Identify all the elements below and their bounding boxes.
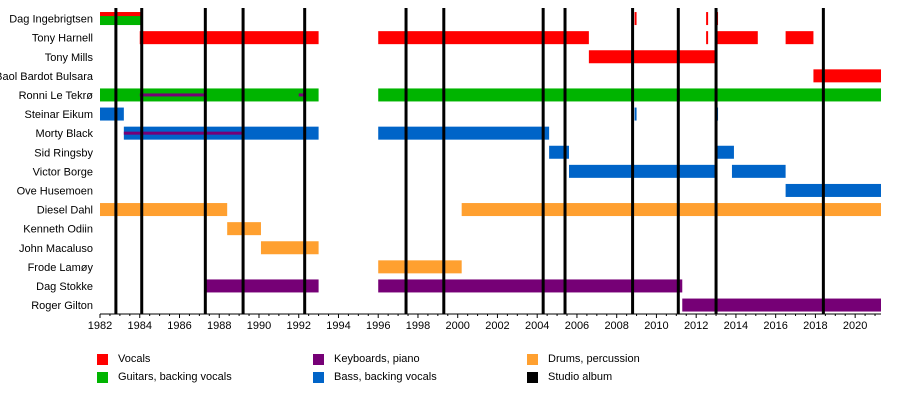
x-tick-label: 1988 <box>207 320 231 332</box>
member-label: Tony Mills <box>45 52 94 64</box>
member-bar-vocals <box>378 31 589 45</box>
x-tick-label: 1982 <box>88 320 112 332</box>
member-bar-vocals <box>716 31 758 45</box>
member-bar-drums <box>378 260 462 274</box>
member-label: Morty Black <box>36 128 94 140</box>
member-label: Ronni Le Tekrø <box>19 90 94 102</box>
member-bar-bass <box>100 107 124 121</box>
member-bar-bass <box>634 107 637 121</box>
x-tick-label: 2012 <box>684 320 708 332</box>
x-tick-label: 2020 <box>843 320 867 332</box>
member-bar-bass <box>785 183 881 197</box>
member-bar-drums <box>100 203 228 217</box>
member-label: Frode Lamøy <box>28 262 94 274</box>
x-tick-label: 2008 <box>604 320 628 332</box>
member-labels: Dag Ingebrigtsen Tony Harnell Tony Mills Ba… <box>0 14 94 312</box>
member-bar-vocals <box>634 12 637 26</box>
member-bar-vocals <box>813 69 881 83</box>
member-bar-vocals <box>706 12 709 26</box>
member-label: Baol Bardot Bulsara <box>0 71 94 83</box>
member-bar-guitars <box>100 88 319 102</box>
member-label: Kenneth Odiin <box>23 224 93 236</box>
member-label: Victor Borge <box>33 166 93 178</box>
member-bar-keyboards <box>205 279 319 293</box>
member-bar-bass <box>716 145 734 159</box>
x-tick-label: 2018 <box>803 320 827 332</box>
member-label: Dag Stokke <box>36 281 93 293</box>
x-tick-label: 2004 <box>525 320 549 332</box>
album-lines <box>114 8 825 314</box>
member-bar-keyboards <box>378 279 683 293</box>
x-tick-label: 1998 <box>406 320 430 332</box>
x-tick-label: 2000 <box>445 320 469 332</box>
x-axis: 1982 1984 1986 1988 1990 1992 1994 1996 1998 2000… <box>88 313 881 332</box>
x-tick-label: 1990 <box>247 320 271 332</box>
x-tick-label: 2014 <box>724 320 748 332</box>
member-label: Sid Ringsby <box>34 147 93 159</box>
member-bar-drums <box>461 203 881 217</box>
x-tick-label: 1994 <box>326 320 350 332</box>
x-tick-label: 2010 <box>644 320 668 332</box>
x-tick-label: 2016 <box>763 320 787 332</box>
member-label: Steinar Eikum <box>25 109 93 121</box>
member-label: Dag Ingebrigtsen <box>9 14 93 26</box>
member-label: Diesel Dahl <box>37 205 93 217</box>
member-bar-bass <box>568 164 717 178</box>
x-tick-label: 2002 <box>485 320 509 332</box>
member-label: Ove Husemoen <box>17 185 93 197</box>
x-tick-label: 1996 <box>366 320 390 332</box>
x-tick-label: 1992 <box>286 320 310 332</box>
member-bar-vocals <box>139 31 319 45</box>
member-bar-vocals <box>706 31 709 45</box>
member-label: Tony Harnell <box>32 33 93 45</box>
member-bar-keyboards <box>139 93 206 97</box>
member-bar-drums <box>260 241 319 255</box>
member-bar-guitars <box>378 88 881 102</box>
member-bar-bass <box>378 126 550 140</box>
member-bar-vocals <box>100 12 142 17</box>
x-tick-label: 1984 <box>128 320 152 332</box>
member-bar-vocals <box>785 31 814 45</box>
x-tick-label: 2006 <box>565 320 589 332</box>
member-label: Roger Gilton <box>31 300 93 312</box>
member-bar-keyboards <box>682 298 881 312</box>
member-bar-bass <box>731 164 786 178</box>
member-bar-keyboards <box>298 93 305 97</box>
x-tick-label: 1986 <box>167 320 191 332</box>
member-bar-keyboards <box>123 131 244 135</box>
member-bar-vocals <box>588 50 717 64</box>
member-label: John Macaluso <box>19 243 93 255</box>
member-bars <box>100 12 881 312</box>
